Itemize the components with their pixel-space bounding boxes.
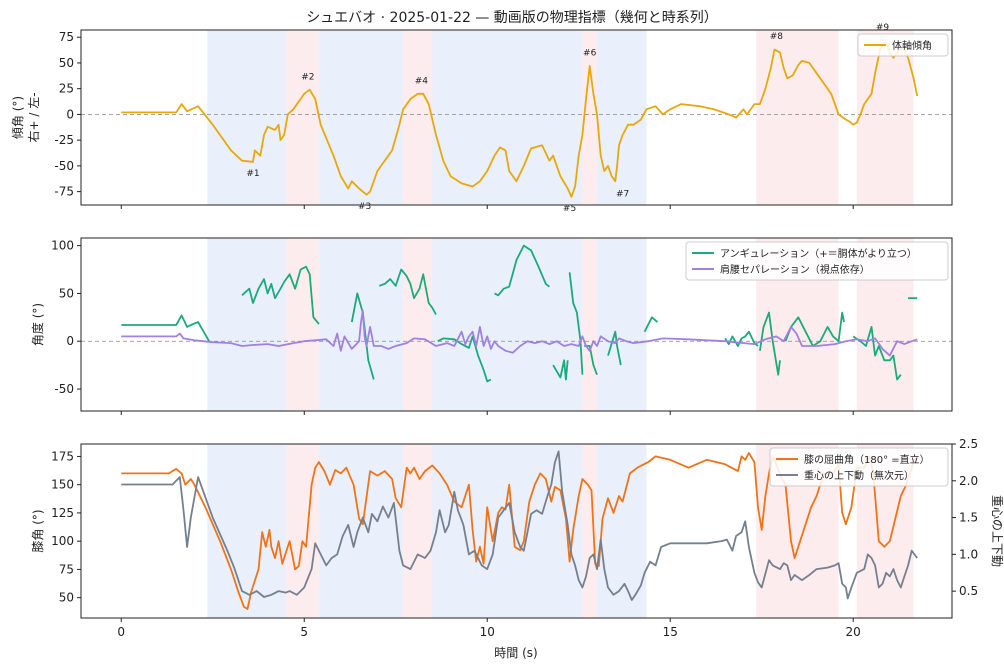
phase-band-red [403, 238, 433, 411]
event-marker-label: #1 [246, 169, 259, 179]
phase-band-blue [597, 238, 647, 411]
y-tick-label: 150 [51, 478, 74, 492]
y-tick-label: -75 [54, 185, 74, 199]
x-tick-label: 15 [663, 625, 678, 639]
panel-3: 0 5 10 15 20 50 75 100 125 150 175 0.5 1.0 1.5 2.0 2.5 重… [31, 437, 1004, 639]
x-axis-label: 時間 (s) [494, 646, 537, 660]
event-marker-label: #6 [583, 49, 597, 59]
y-tick-label: 0 [66, 107, 74, 121]
phase-band-red [285, 238, 319, 411]
phase-band-blue [207, 444, 286, 618]
phase-band-red [285, 30, 319, 205]
x-tick-label: 20 [846, 625, 861, 639]
x-tick-label: 10 [480, 625, 495, 639]
panel-2: -50 0 50 100 角度 (°) アンギュレーション（+＝胴体がより立つ） 肩腰セパレ… [30, 237, 953, 415]
y-tick-label: 50 [59, 56, 74, 70]
legend-label: 重心の上下動（無次元） [804, 469, 914, 482]
legend-label: 膝の屈曲角（180° =直立） [804, 453, 930, 466]
x-tick-label: 5 [300, 625, 308, 639]
y-right-axis-label: 重心の上下動 [990, 495, 1004, 567]
y-axis-label: 膝角 (°) [31, 509, 45, 552]
panel-1: -75 -50 -25 0 25 50 75 傾角 (°) 右+ / 左- #1 #2 #3 #4 #5 #… [11, 23, 953, 214]
phase-band-blue [597, 444, 647, 618]
y-tick-label: 50 [59, 591, 74, 605]
event-marker-label: #8 [770, 32, 784, 42]
phase-band-blue [597, 30, 647, 205]
legend: アンギュレーション（+＝胴体がより立つ） 肩腰セパレーション（視点依存） [685, 241, 949, 281]
event-marker-label: #9 [876, 23, 890, 33]
chart-title: シュエバオ · 2025-01-22 — 動画版の物理指標（幾何と時系列） [306, 10, 718, 26]
legend-box [769, 447, 949, 487]
phase-band-blue [207, 238, 286, 411]
y-tick-label: -50 [54, 159, 74, 173]
event-marker-label: #4 [415, 76, 429, 86]
legend-box [685, 241, 949, 281]
phase-band-blue [318, 444, 404, 618]
phase-band-red [582, 238, 598, 411]
y-tick-label: -50 [54, 382, 74, 396]
plot-frame [80, 29, 953, 206]
series-line-1 [121, 452, 918, 610]
y-tick-label: 175 [51, 449, 74, 463]
phase-band-blue [432, 444, 583, 618]
plot-frame [80, 237, 953, 412]
legend-box [857, 33, 949, 57]
y-axis-label: 角度 (°) [30, 303, 45, 346]
series-line-2 [121, 309, 918, 357]
y-tick-label: 100 [51, 239, 74, 253]
phase-band-blue [432, 30, 583, 205]
y-right-tick-label: 2.5 [959, 437, 978, 451]
event-marker-label: #5 [563, 204, 576, 214]
series-line-2 [121, 450, 918, 601]
y-tick-label: 25 [59, 82, 74, 96]
phase-band-red [756, 30, 839, 205]
phase-band-red [403, 30, 433, 205]
y-tick-label: 100 [51, 534, 74, 548]
legend-label: 肩腰セパレーション（視点依存） [720, 263, 870, 276]
y-tick-label: 0 [66, 334, 74, 348]
legend: 膝の屈曲角（180° =直立） 重心の上下動（無次元） [769, 447, 949, 487]
y-right-tick-label: 0.5 [959, 584, 978, 598]
series-line-1 [121, 244, 918, 383]
y-tick-label: 75 [59, 562, 74, 576]
y-tick-label: -25 [54, 133, 74, 147]
series-line-1 [121, 41, 919, 198]
phase-band-red [582, 30, 598, 205]
legend-label: 体軸傾角 [892, 39, 932, 52]
y-tick-label: 125 [51, 506, 74, 520]
phase-band-red [856, 30, 914, 205]
phase-band-red [403, 444, 433, 618]
x-tick-label: 0 [117, 625, 125, 639]
y-axis-label: 傾角 (°) [11, 96, 25, 139]
event-marker-label: #7 [616, 190, 629, 200]
legend-label: アンギュレーション（+＝胴体がより立つ） [720, 247, 917, 260]
y-right-tick-label: 1.0 [959, 547, 978, 561]
event-marker-label: #2 [301, 72, 314, 82]
y-right-tick-label: 1.5 [959, 511, 978, 525]
y-tick-label: 75 [59, 30, 74, 44]
plot-frame [80, 443, 953, 619]
legend: 体軸傾角 [857, 33, 949, 57]
y-tick-label: 50 [59, 286, 74, 300]
event-marker-label: #3 [358, 202, 371, 212]
y-axis-sublabel: 右+ / 左- [26, 92, 41, 142]
phase-band-red [582, 444, 598, 618]
phase-band-blue [432, 238, 583, 411]
y-right-tick-label: 2.0 [959, 474, 978, 488]
phase-band-blue [207, 30, 286, 205]
phase-band-blue [318, 30, 404, 205]
